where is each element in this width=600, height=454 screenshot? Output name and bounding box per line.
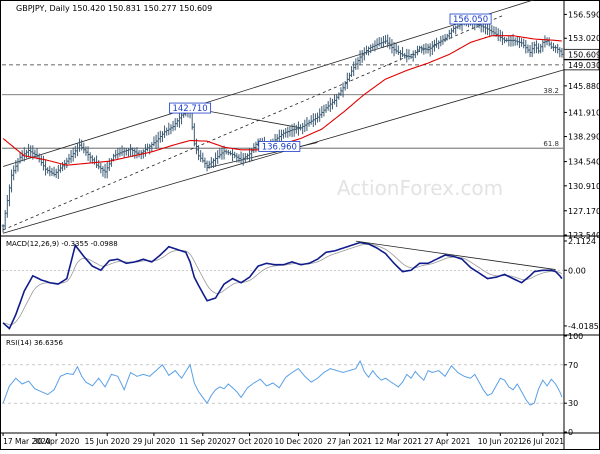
date-tick-label: 15 Jun 2020 — [85, 437, 130, 446]
price-tick-label: 141.910 — [568, 108, 600, 117]
price-tick-label: 123.540 — [568, 231, 600, 240]
macd-tick-label: 2.1124 — [568, 237, 596, 246]
date-tick-label: 10 Dec 2020 — [274, 437, 322, 446]
rsi-tick-label: 70 — [568, 361, 578, 370]
date-tick-label: 29 Jul 2020 — [133, 437, 176, 446]
macd-tick-label: 0.00 — [568, 266, 586, 275]
date-tick-label: 27 Apr 2021 — [424, 437, 471, 446]
chart-header: GBPJPY, Daily 150.420 150.831 150.277 15… — [16, 4, 212, 13]
date-tick-label: 27 Oct 2020 — [226, 437, 273, 446]
date-tick-label: 26 Jul 2021 — [522, 437, 565, 446]
price-tick-label: 156.590 — [568, 10, 600, 19]
annotation-box-1 — [169, 102, 212, 114]
date-tick-label: 12 Mar 2021 — [375, 437, 423, 446]
annotation-box-0 — [449, 13, 492, 25]
date-tick-label: 11 Sep 2020 — [179, 437, 227, 446]
macd-label: MACD(12,26,9) -0.3355 -0.0988 — [6, 240, 118, 248]
macd-tick-label: -4.0185 — [568, 322, 599, 331]
fib-level-label-1: 61.8 — [543, 140, 559, 148]
macd-line — [2, 241, 563, 330]
date-tick-label: 10 Jun 2021 — [478, 437, 523, 446]
annotation-box-2 — [258, 141, 301, 152]
support-price-box — [563, 59, 600, 71]
watermark: ActionForex.com — [337, 176, 503, 200]
price-tick-label: 153.020 — [568, 34, 600, 43]
fib-level-label-0: 38.2 — [543, 87, 559, 95]
rsi-tick-label: 0 — [568, 428, 573, 437]
rsi-tick-label: 30 — [568, 399, 578, 408]
rsi-label: RSI(14) 36.6356 — [6, 339, 63, 347]
price-tick-label: 127.170 — [568, 207, 600, 216]
price-tick-label: 130.910 — [568, 182, 600, 191]
macd-trend-line — [355, 240, 556, 270]
macd-signal-line — [3, 243, 563, 326]
last-price-box — [563, 48, 600, 60]
date-tick-label: 17 Mar 2020 — [3, 437, 51, 446]
annotation-2: 136.960 — [262, 142, 297, 152]
price-tick-label: 134.540 — [568, 158, 600, 167]
annotation-0: 156.050 — [453, 15, 488, 25]
rsi-tick-label: 100 — [568, 332, 583, 341]
price-tick-label: 138.290 — [568, 133, 600, 142]
annotation-1: 142.710 — [172, 104, 207, 114]
last-price-label: 150.609 — [568, 50, 600, 59]
date-tick-label: 27 Jan 2021 — [327, 437, 372, 446]
support-price-label: 149.030 — [568, 61, 600, 70]
price-tick-label: 145.880 — [568, 82, 600, 91]
rsi-line — [2, 359, 563, 406]
date-tick-label: 30 Apr 2020 — [33, 437, 80, 446]
